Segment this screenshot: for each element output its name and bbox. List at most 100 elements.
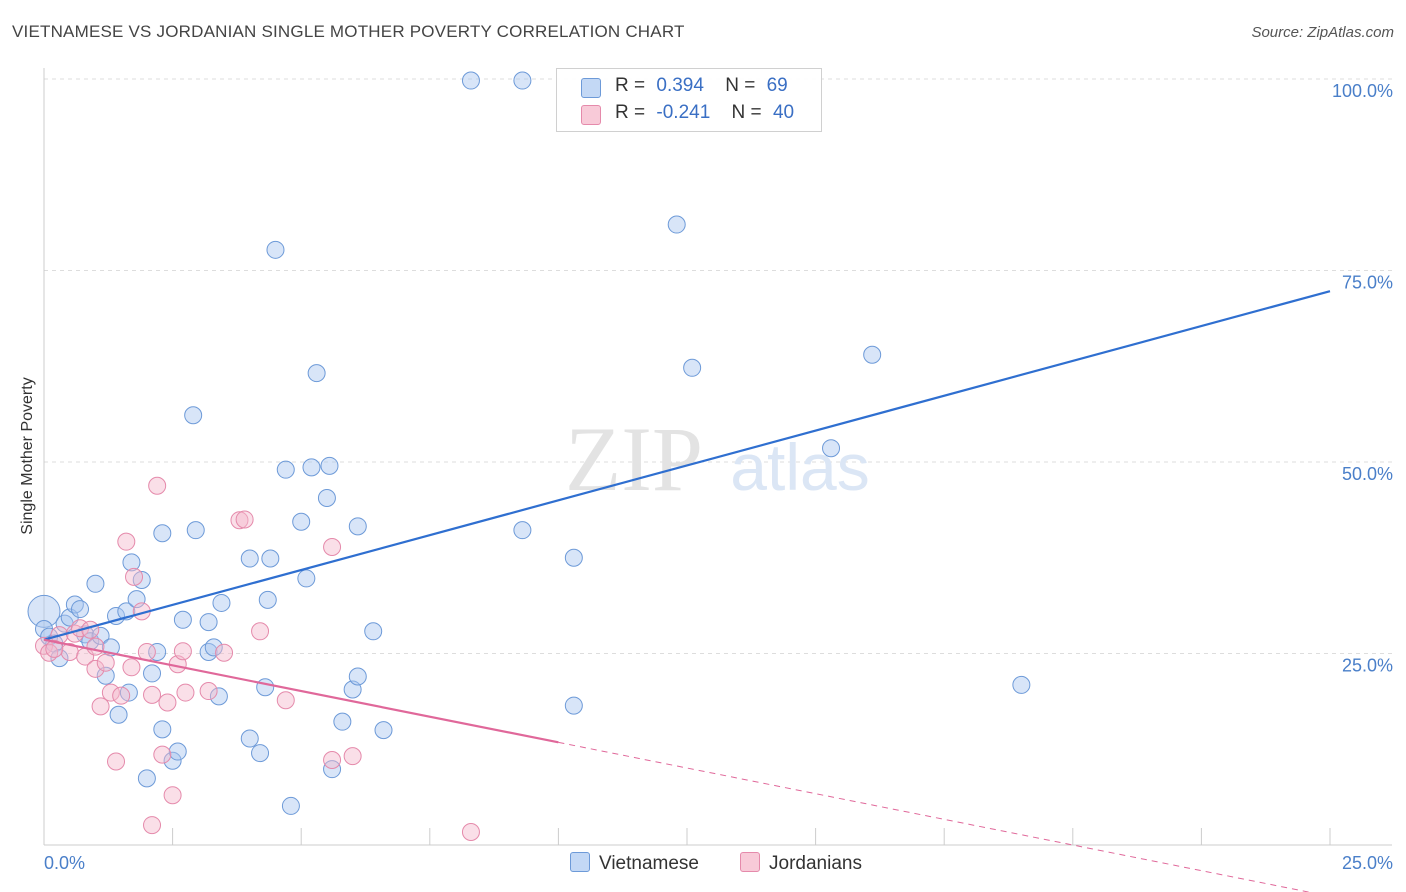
jordanians-point [199, 682, 218, 701]
vietnamese-point [122, 553, 141, 572]
legend-n-value: 40 [772, 102, 795, 123]
vietnamese-point [564, 548, 583, 567]
vietnamese-point [137, 769, 156, 788]
vietnamese-point [153, 720, 172, 739]
vietnamese-point [258, 590, 277, 609]
vietnamese-point [86, 574, 105, 593]
jordanians-point [96, 653, 115, 672]
vietnamese-point [297, 569, 316, 588]
jordanians-point [112, 686, 131, 705]
grid-lines [44, 78, 1392, 654]
vietnamese-point [240, 549, 259, 568]
jordanians-point [153, 745, 172, 764]
vietnamese-point [513, 71, 532, 90]
vietnamese-swatch [570, 852, 590, 872]
watermark-atlas: atlas [730, 430, 869, 504]
jordanians-point [122, 658, 141, 677]
vietnamese-points [27, 71, 1031, 815]
vietnamese-point [256, 678, 275, 697]
vietnamese-point [163, 751, 182, 770]
vietnamese-point [96, 666, 115, 685]
vietnamese-point [863, 345, 882, 364]
vietnamese-point [317, 489, 336, 508]
vietnamese-point [513, 521, 532, 540]
jordanians-point [158, 693, 177, 712]
y-tick-label: 100.0% [1332, 81, 1393, 101]
jordanians-point [101, 683, 120, 702]
jordanians-point [163, 786, 182, 805]
vietnamese-point [333, 712, 352, 731]
jordanians-point [45, 639, 64, 658]
chart-title: VIETNAMESE VS JORDANIAN SINGLE MOTHER PO… [12, 22, 685, 41]
vietnamese-point [184, 406, 203, 425]
jordanians-point [173, 642, 192, 661]
legend-r-label: R = [615, 102, 646, 123]
jordanians-point [323, 750, 342, 769]
jordanians-swatch [740, 852, 760, 872]
vietnamese-point [667, 215, 686, 234]
jordanians-point [143, 685, 162, 704]
x-tick-label: 0.0% [44, 853, 85, 873]
watermark: ZIP atlas [565, 408, 870, 510]
vietnamese-point [683, 358, 702, 377]
vietnamese-point [320, 456, 339, 475]
vietnamese-point [251, 744, 270, 763]
bottom-legend-vietnamese: Vietnamese [570, 852, 699, 875]
vietnamese-point [153, 524, 172, 543]
legend-n-value: 69 [766, 75, 788, 96]
vietnamese-point [281, 796, 300, 815]
jordanians-points [35, 476, 480, 841]
vietnamese-point [168, 742, 187, 761]
jordanians-point [461, 822, 480, 841]
jordanians-point [137, 642, 156, 661]
vietnamese-point [323, 760, 342, 779]
y-tick-label: 25.0% [1342, 656, 1393, 676]
vietnamese-point [266, 240, 285, 259]
vietnamese-point [91, 626, 110, 645]
jordanians-point [323, 538, 342, 557]
vietnamese-point [109, 705, 128, 724]
vietnamese-point [199, 613, 218, 632]
jordanians-point [86, 637, 105, 656]
jordanians-point [125, 567, 144, 586]
vietnamese-point [204, 638, 223, 657]
legend-n-label: N = [725, 75, 756, 96]
vietnamese-point [173, 610, 192, 629]
vietnamese-point [302, 458, 321, 477]
vietnamese-point [209, 687, 228, 706]
jordanians-point [215, 643, 234, 662]
jordanians-trend-line [43, 638, 559, 744]
bottom-legend-label: Vietnamese [599, 853, 699, 874]
tick-labels: 25.0% 50.0% 75.0% 100.0% 0.0% 25.0% [44, 81, 1393, 873]
vietnamese-point [374, 721, 393, 740]
vietnamese-point [240, 729, 259, 748]
vietnamese-point [461, 71, 480, 90]
vietnamese-point [212, 593, 231, 612]
vietnamese-point [261, 549, 280, 568]
vietnamese-point [564, 696, 583, 715]
vietnamese-point [348, 667, 367, 686]
vietnamese-point [50, 649, 69, 668]
jordanians-point [107, 752, 126, 771]
jordanians-point [86, 659, 105, 678]
vietnamese-point [1012, 675, 1031, 694]
bottom-legend-label: Jordanians [769, 853, 862, 874]
jordanians-point [235, 510, 254, 529]
vietnamese-trend-line [43, 290, 1331, 641]
jordanians-point [230, 511, 249, 530]
vietnamese-point [292, 512, 311, 531]
jordanians-point [91, 697, 110, 716]
legend-r-label: R = [615, 75, 646, 96]
legend-r-value: -0.241 [656, 102, 711, 123]
y-tick-label: 50.0% [1342, 464, 1393, 484]
jordanians-swatch [581, 105, 601, 125]
jordanians-point [143, 816, 162, 835]
vietnamese-point [148, 642, 167, 661]
source-label: Source: ZipAtlas.com [1251, 24, 1394, 41]
y-tick-label: 75.0% [1342, 273, 1393, 293]
watermark-zip: ZIP [565, 408, 703, 510]
axes [43, 68, 1392, 846]
correlation-legend: R = 0.394 N = 69 R = -0.241 N = 40 [556, 68, 822, 132]
jordanians-point [343, 747, 362, 766]
